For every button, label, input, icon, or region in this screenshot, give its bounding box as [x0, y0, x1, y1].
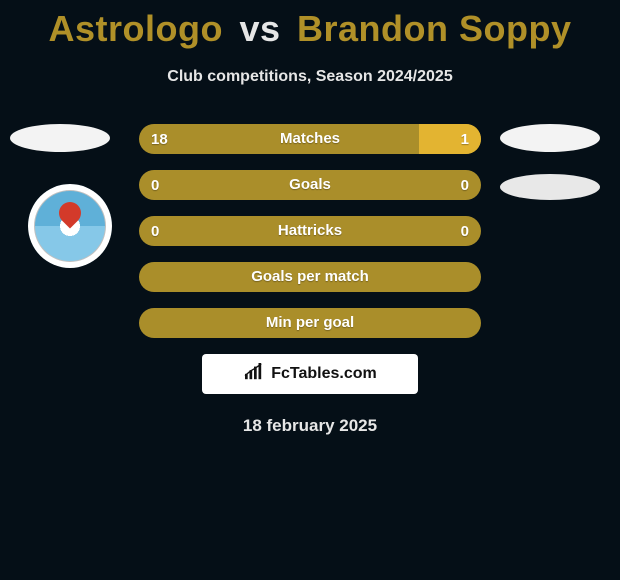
stat-right-value: 0 — [461, 216, 469, 246]
player2-photo-placeholder — [500, 124, 600, 152]
stat-bars: 18 Matches 1 0 Goals 0 0 Hattricks 0 Goa… — [139, 124, 481, 338]
stat-row-matches: 18 Matches 1 — [139, 124, 481, 154]
stat-right-value: 0 — [461, 170, 469, 200]
stat-row-hattricks: 0 Hattricks 0 — [139, 216, 481, 246]
subtitle: Club competitions, Season 2024/2025 — [0, 68, 620, 86]
stat-label: Hattricks — [139, 216, 481, 246]
player2-name: Brandon Soppy — [297, 8, 572, 49]
attribution-text: FcTables.com — [271, 365, 377, 383]
player1-club-badge — [28, 184, 112, 268]
stat-row-goals-per-match: Goals per match — [139, 262, 481, 292]
stat-row-goals: 0 Goals 0 — [139, 170, 481, 200]
stat-right-value: 1 — [461, 124, 469, 154]
chart-icon — [243, 363, 265, 386]
stat-label: Goals per match — [139, 262, 481, 292]
stat-label: Goals — [139, 170, 481, 200]
stat-label: Matches — [139, 124, 481, 154]
player2-club-placeholder — [500, 174, 600, 200]
page-title: Astrologo vs Brandon Soppy — [0, 0, 620, 50]
stat-row-min-per-goal: Min per goal — [139, 308, 481, 338]
comparison-content: 18 Matches 1 0 Goals 0 0 Hattricks 0 Goa… — [0, 124, 620, 436]
attribution-badge: FcTables.com — [202, 354, 418, 394]
stat-label: Min per goal — [139, 308, 481, 338]
player1-name: Astrologo — [48, 8, 222, 49]
vs-label: vs — [239, 8, 280, 49]
snapshot-date: 18 february 2025 — [0, 416, 620, 436]
player1-photo-placeholder — [10, 124, 110, 152]
